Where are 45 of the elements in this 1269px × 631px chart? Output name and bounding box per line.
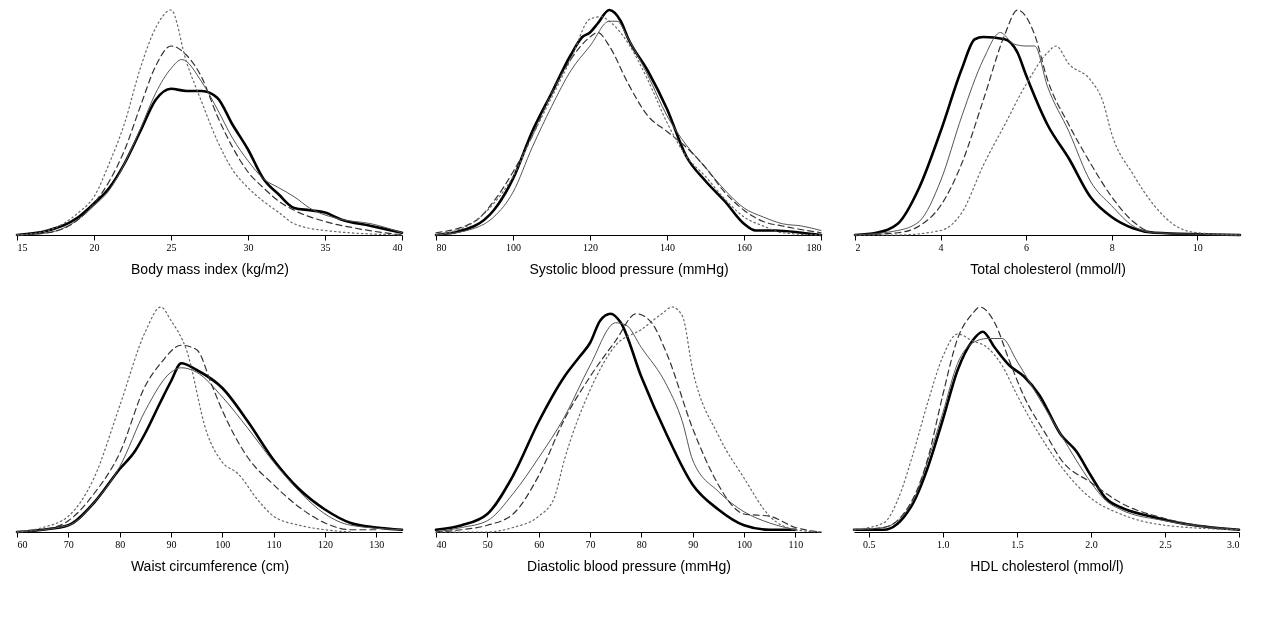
x-tick-label: 90: [166, 538, 177, 550]
x-tick-label: 50: [482, 538, 493, 550]
x-tick-label: 100: [737, 538, 752, 550]
x-tick-label: 80: [636, 538, 647, 550]
x-tick-label: 6: [1024, 241, 1030, 253]
x-tick-label: 60: [534, 538, 545, 550]
x-tick-label: 160: [737, 241, 752, 253]
x-tick-label: 110: [788, 538, 804, 550]
x-tick-label: 100: [215, 538, 231, 550]
x-tick-label: 140: [660, 241, 675, 253]
x-tick-label: 130: [369, 538, 385, 550]
x-tick-label: 2: [855, 241, 861, 253]
x-tick-label: 1.5: [1011, 538, 1024, 550]
x-tick-label: 30: [243, 241, 254, 253]
x-axis-title: Systolic blood pressure (mmHg): [529, 260, 729, 277]
x-axis-title: Diastolic blood pressure (mmHg): [527, 557, 731, 574]
x-tick-label: 90: [688, 538, 699, 550]
x-tick-label: 3.0: [1227, 538, 1240, 550]
x-tick-label: 25: [166, 241, 177, 253]
x-tick-label: 10: [1192, 241, 1203, 253]
x-tick-label: 40: [392, 241, 403, 253]
x-tick-label: 20: [89, 241, 100, 253]
x-tick-label: 70: [63, 538, 74, 550]
x-axis-title: Waist circumference (cm): [130, 557, 290, 574]
x-tick-label: 40: [436, 538, 447, 550]
x-tick-label: 15: [17, 241, 28, 253]
x-tick-label: 100: [506, 241, 521, 253]
x-tick-label: 80: [436, 241, 447, 253]
x-tick-label: 4: [938, 241, 944, 253]
x-tick-label: 35: [320, 241, 331, 253]
x-tick-label: 120: [318, 538, 333, 550]
x-tick-label: 120: [583, 241, 598, 253]
x-tick-label: 2.5: [1159, 538, 1172, 550]
x-tick-label: 80: [115, 538, 126, 550]
x-tick-label: 0.5: [863, 538, 876, 550]
x-tick-label: 8: [1109, 241, 1115, 253]
x-tick-label: 60: [17, 538, 28, 550]
x-tick-label: 2.0: [1085, 538, 1098, 550]
x-axis-title: HDL cholesterol (mmol/l): [970, 557, 1124, 574]
x-tick-label: 110: [266, 538, 282, 550]
x-tick-label: 70: [585, 538, 596, 550]
x-tick-label: 180: [806, 241, 822, 253]
x-axis-title: Total cholesterol (mmol/l): [970, 260, 1126, 277]
x-axis-title: Body mass index (kg/m2): [131, 260, 289, 277]
x-tick-label: 1.0: [937, 538, 950, 550]
